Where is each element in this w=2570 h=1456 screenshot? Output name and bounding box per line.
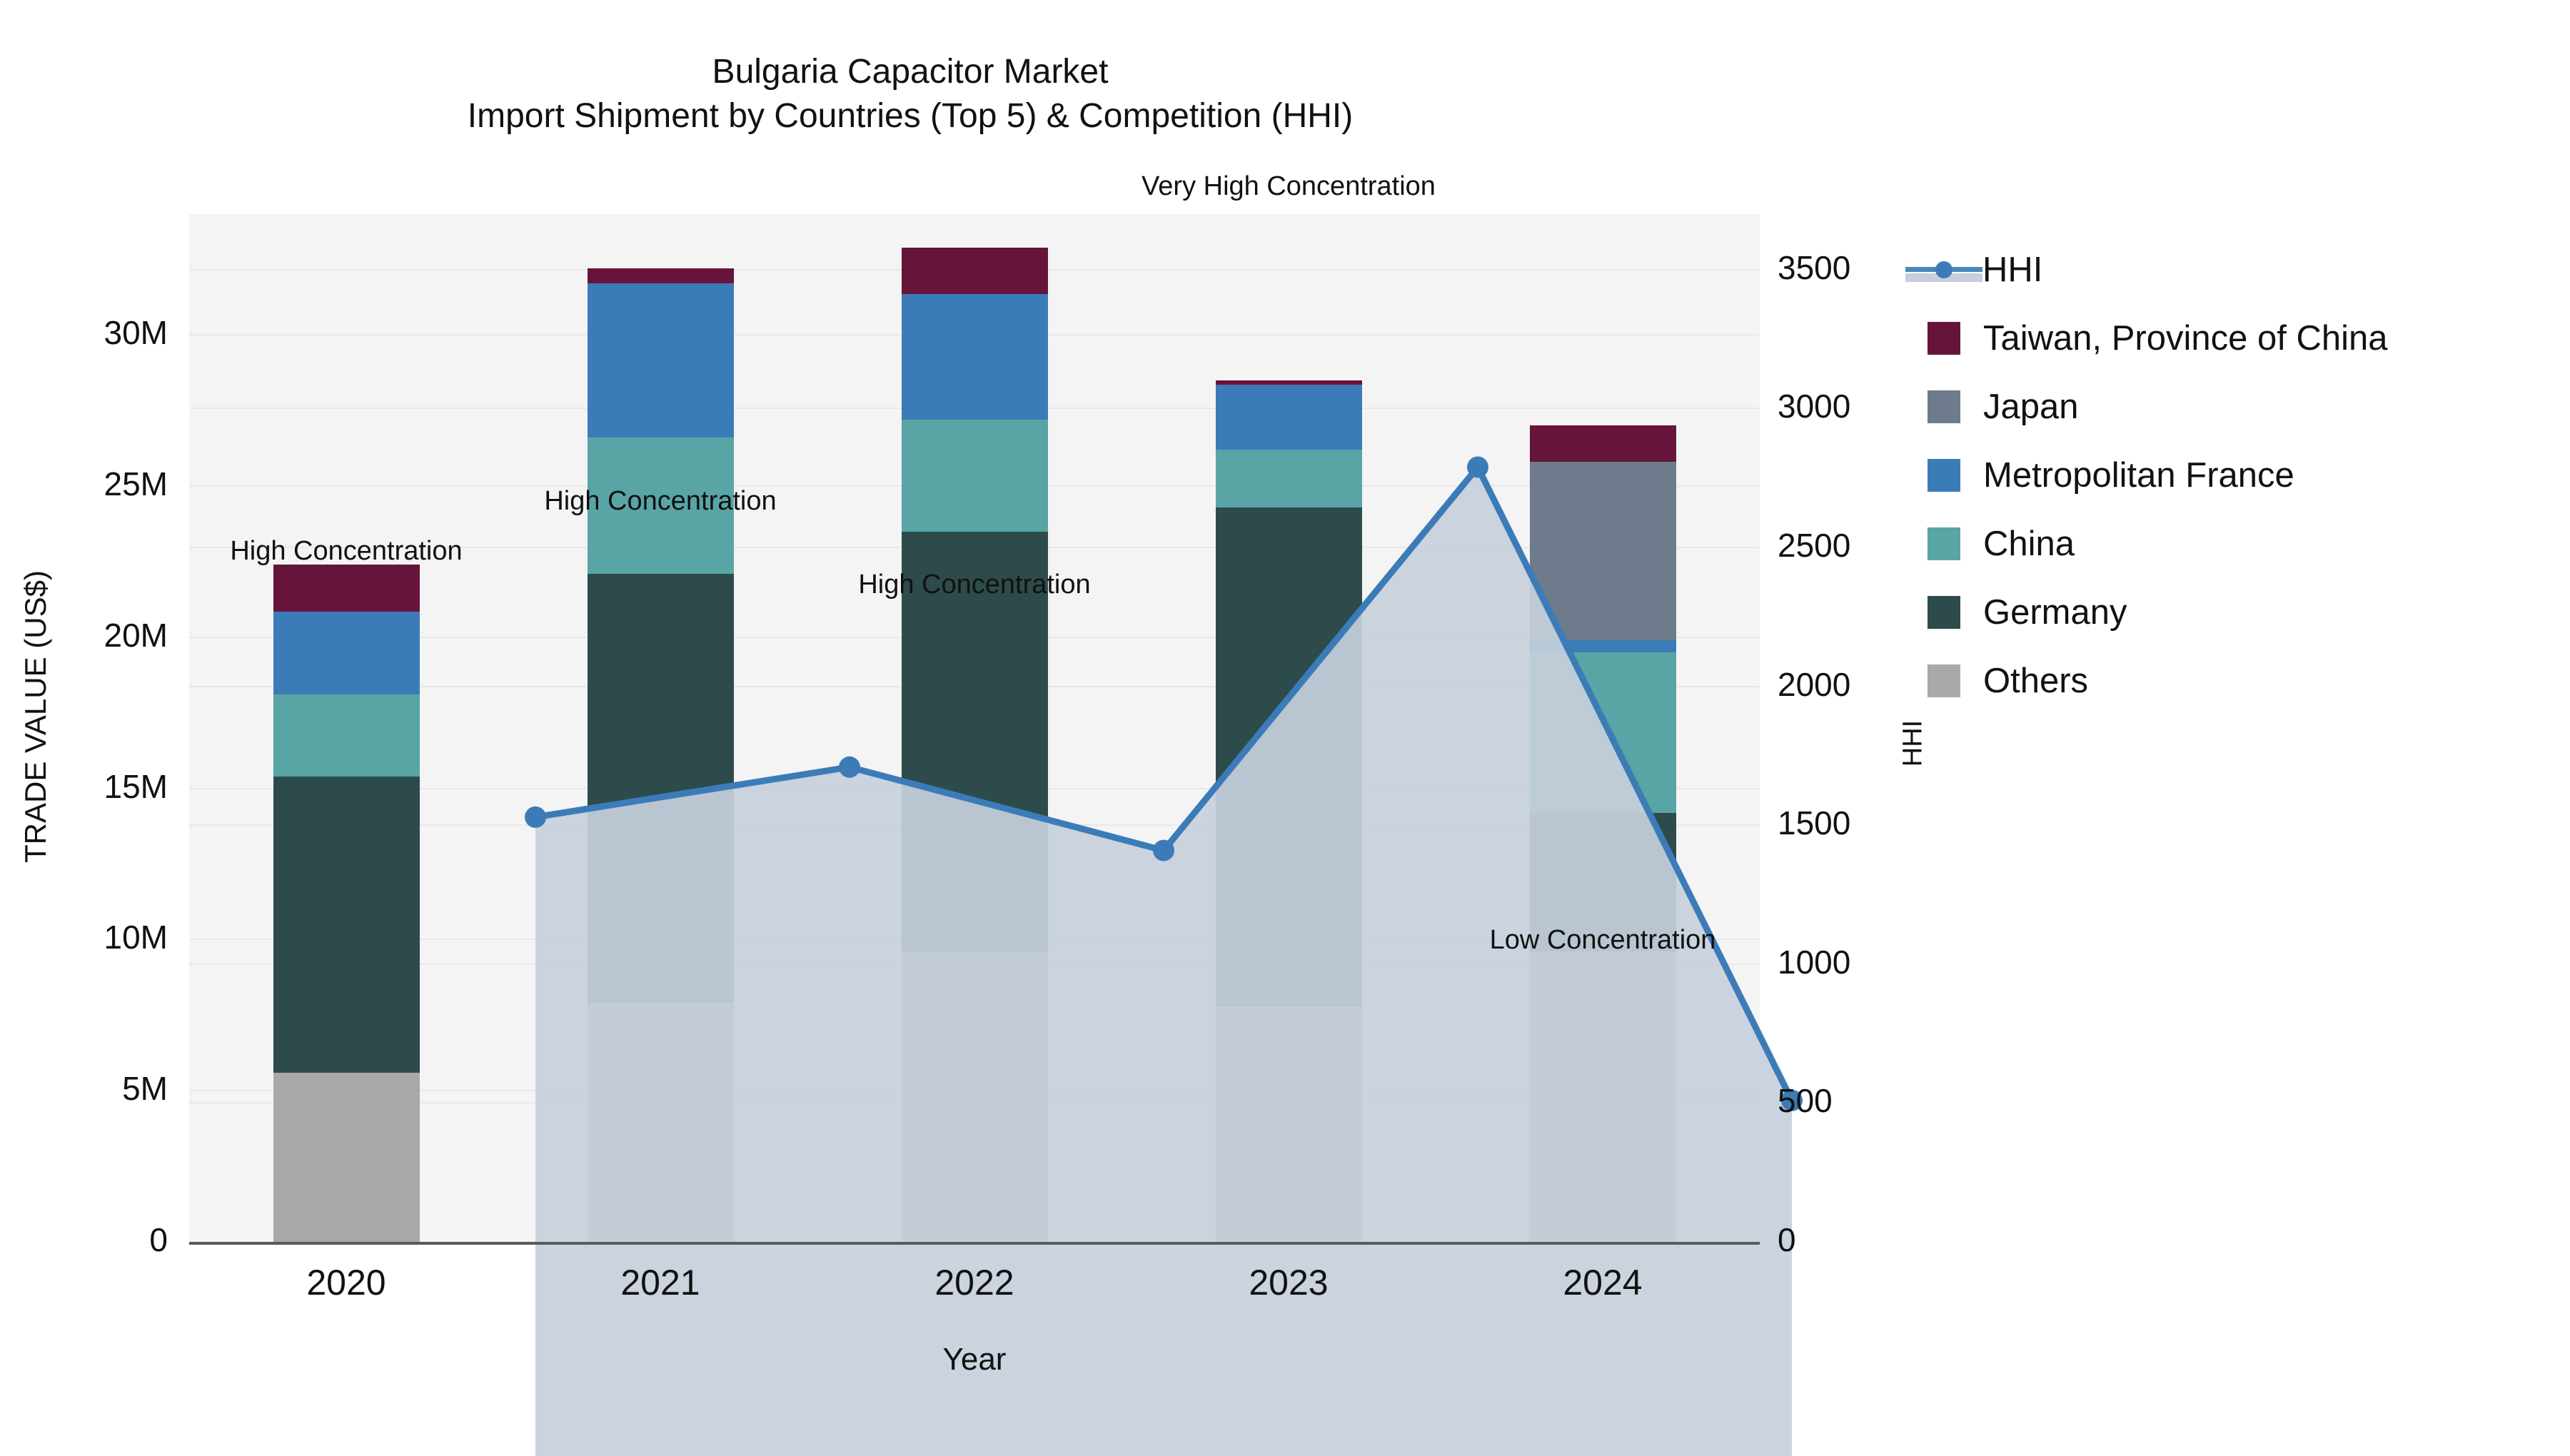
bar-segment[interactable] — [273, 1072, 420, 1242]
bar-segment[interactable] — [273, 694, 420, 777]
legend-swatch-icon — [1928, 596, 1960, 629]
x-axis-tick: 2023 — [1249, 1263, 1329, 1303]
legend-line-icon — [1905, 253, 1982, 286]
legend-item[interactable]: Others — [1928, 647, 2556, 715]
legend-item[interactable]: Metropolitan France — [1928, 441, 2556, 510]
legend-swatch-icon — [1928, 390, 1960, 423]
hhi-marker[interactable]: 2022: 2180 — [1153, 839, 1174, 861]
hhi-annotation: Low Concentration — [1489, 924, 1716, 955]
legend-item-label: Taiwan, Province of China — [1983, 319, 2388, 358]
bar-segment[interactable] — [273, 565, 420, 612]
legend-item-label: Germany — [1983, 593, 2127, 632]
y-axis-right-tick: 0 — [1778, 1221, 1796, 1258]
hhi-series: 2020: 2300 2021: 2480 2022: 2180 2023: 3560… — [525, 456, 1803, 1456]
y-axis-right-tick: 2500 — [1778, 527, 1851, 565]
x-axis-tick: 2024 — [1563, 1263, 1643, 1303]
hhi-area-fill — [535, 467, 1792, 1456]
hhi-annotation: Very High Concentration — [1142, 171, 1436, 202]
legend-item-label: China — [1983, 525, 2075, 563]
hhi-annotation: High Concentration — [858, 569, 1091, 600]
y-axis-left-tick: 0 — [149, 1221, 168, 1258]
y-axis-left-tick: 25M — [104, 465, 168, 503]
y-axis-right-tick: 2000 — [1778, 665, 1851, 703]
legend-swatch-icon — [1928, 664, 1960, 697]
bar-segment[interactable] — [587, 438, 734, 574]
legend-item-label: Others — [1983, 662, 2089, 700]
x-axis-tick: 2020 — [306, 1263, 386, 1303]
bar-segment[interactable] — [1529, 425, 1676, 462]
title-line-2: Import Shipment by Countries (Top 5) & C… — [467, 97, 1354, 136]
y-axis-left-tick: 20M — [104, 616, 168, 654]
bar-segment[interactable] — [901, 420, 1048, 532]
legend-item[interactable]: China — [1928, 510, 2556, 578]
bar-segment[interactable] — [1215, 385, 1362, 450]
bar-segment[interactable] — [273, 776, 420, 1073]
y-axis-left-tick: 5M — [122, 1070, 168, 1108]
legend-item-label: HHI — [1982, 251, 2043, 289]
y-axis-left-tick: 30M — [104, 314, 168, 352]
legend-item-label: Metropolitan France — [1983, 456, 2294, 495]
x-axis-tick: 2021 — [620, 1263, 700, 1303]
bar-segment[interactable] — [587, 283, 734, 438]
legend-item[interactable]: Taiwan, Province of China — [1928, 304, 2556, 373]
bar-segment[interactable] — [901, 247, 1048, 295]
y-axis-right-tick: 1000 — [1778, 943, 1851, 981]
y-axis-right-tick: 3000 — [1778, 388, 1851, 425]
hhi-marker[interactable]: 2021: 2480 — [839, 756, 860, 778]
legend-swatch-icon — [1928, 322, 1960, 355]
bar-segment[interactable] — [1529, 462, 1676, 641]
legend-item[interactable]: Germany — [1928, 578, 2556, 647]
y-axis-right-tick: 1500 — [1778, 804, 1851, 842]
bar-segment[interactable] — [1215, 450, 1362, 507]
chart-legend: HHI Taiwan, Province of China Japan Metropo… — [1905, 236, 2556, 715]
y-axis-right-tick: 3500 — [1778, 248, 1851, 286]
x-axis-tick: 2022 — [934, 1263, 1014, 1303]
legend-item[interactable]: HHI — [1905, 236, 2556, 304]
bar-segment[interactable] — [273, 611, 420, 695]
y-axis-right-label: HHI — [1898, 719, 1928, 767]
x-axis-label: Year — [942, 1342, 1007, 1377]
legend-swatch-icon — [1928, 459, 1960, 492]
legend-item[interactable]: Japan — [1928, 373, 2556, 441]
y-axis-left-tick: 15M — [104, 767, 168, 805]
legend-item-label: Japan — [1983, 388, 2079, 426]
hhi-marker[interactable]: 2023: 3560 — [1467, 456, 1488, 478]
hhi-annotation: High Concentration — [230, 535, 463, 566]
title-line-1: Bulgaria Capacitor Market — [712, 53, 1109, 91]
bar-segment[interactable] — [901, 294, 1048, 420]
bar-segment[interactable] — [1215, 380, 1362, 385]
bar-segment[interactable] — [587, 268, 734, 284]
hhi-annotation: High Concentration — [544, 485, 777, 516]
hhi-marker[interactable]: 2024: 1280 — [1781, 1089, 1803, 1111]
y-axis-left-tick: 10M — [104, 919, 168, 956]
x-axis-line — [189, 1242, 1760, 1245]
y-axis-right-tick: 500 — [1778, 1082, 1833, 1120]
plot-area: 2020: 2300 2021: 2480 2022: 2180 2023: 3560… — [189, 214, 1803, 1456]
legend-swatch-icon — [1928, 527, 1960, 560]
hhi-marker[interactable]: 2020: 2300 — [525, 806, 546, 828]
chart-title: Bulgaria Capacitor Market Import Shipmen… — [0, 50, 1820, 139]
